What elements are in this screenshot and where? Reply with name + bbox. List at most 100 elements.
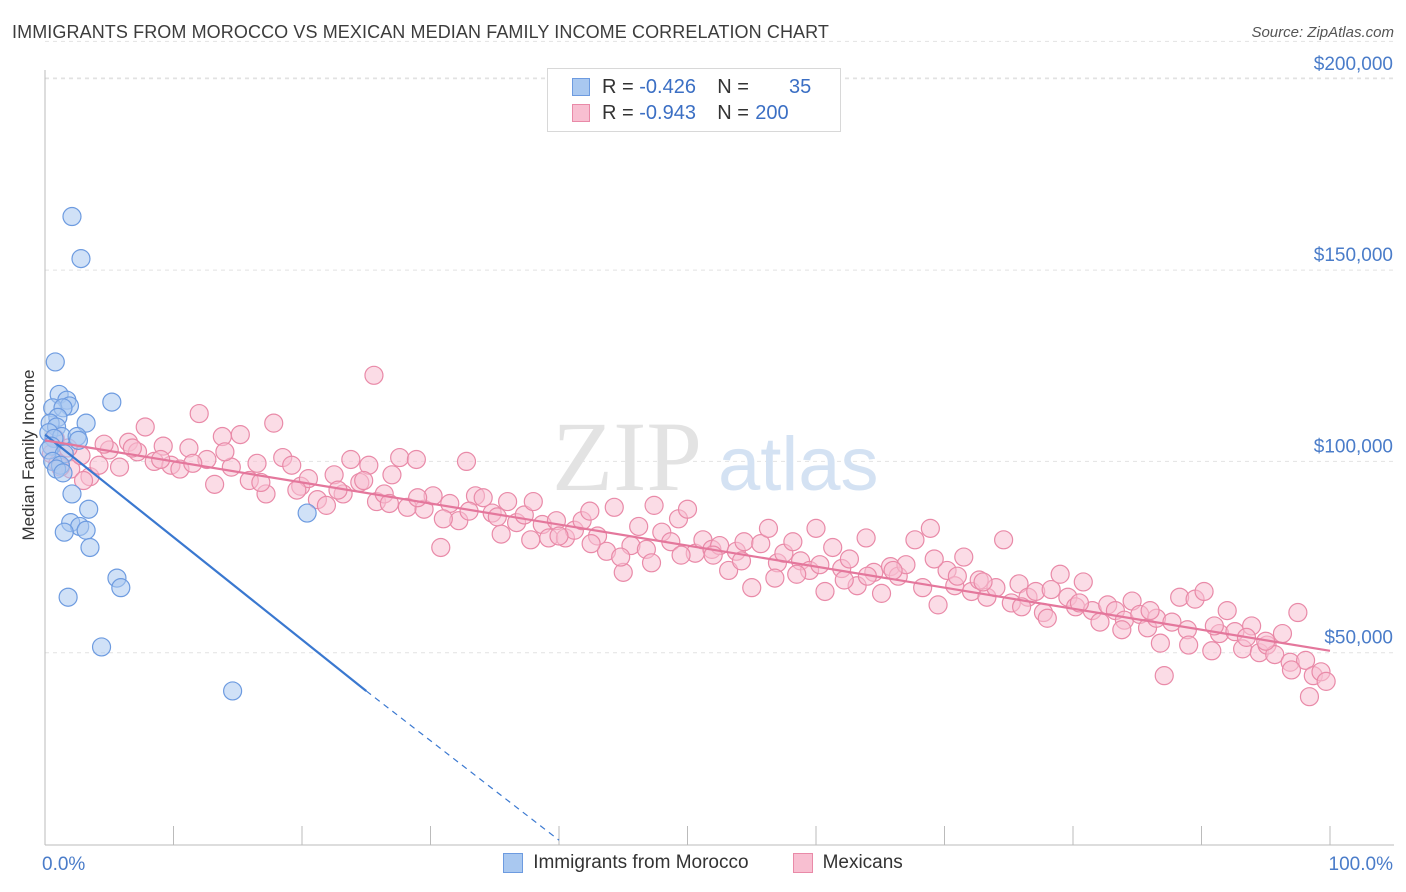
mexicans-point [1281, 660, 1302, 680]
mexicans-point [498, 491, 518, 512]
mexicans-point [487, 507, 507, 527]
mexicans-point [1069, 593, 1090, 613]
y-tick-label: $50,000 [1324, 628, 1393, 649]
mexicans-point [89, 455, 109, 475]
mexicans-point [189, 403, 209, 424]
mexicans-point [523, 491, 543, 512]
mexicans-point [671, 545, 691, 565]
mexicans-point [1112, 620, 1132, 640]
morocco-point [297, 503, 317, 523]
mexicans-point [994, 530, 1014, 550]
mexicans-point [473, 488, 493, 508]
morocco-point [71, 249, 91, 269]
morocco-point [80, 537, 100, 558]
mexicans-point [954, 547, 974, 567]
mexicans-point [1299, 687, 1320, 707]
y-tick-label: $100,000 [1314, 436, 1393, 457]
mexicans-point [382, 465, 402, 485]
mexicans-point [742, 578, 762, 598]
mexicans-point [731, 551, 752, 571]
mexicans-point [1194, 581, 1214, 602]
mexicans-point [629, 516, 649, 537]
mexicans-point [947, 566, 967, 586]
mexicans-point [1073, 572, 1093, 592]
x-tick-label: 100.0% [1329, 854, 1394, 875]
mexicans-point [354, 470, 374, 491]
legend-n-label: N = [717, 101, 749, 124]
y-axis-label: Median Family Income [19, 369, 38, 540]
mexicans-point [834, 570, 854, 590]
mexicans-point [135, 417, 155, 437]
legend-swatch-mexicans [792, 853, 813, 873]
mexicans-point [928, 595, 948, 615]
mexicans-point [905, 530, 925, 550]
mexicans-point [316, 495, 337, 515]
legend-r-value: -0.943 [639, 101, 696, 124]
mexicans-point [364, 365, 384, 385]
mexicans-point [549, 526, 569, 546]
series-legend: Immigrants from Morocco Mexicans [0, 852, 1406, 874]
morocco-point [45, 352, 65, 372]
legend-label-morocco: Immigrants from Morocco [533, 852, 749, 873]
mexicans-point [1009, 574, 1029, 594]
mexicans-point [406, 449, 426, 470]
mexicans-point [491, 524, 511, 544]
source-label[interactable]: Source: ZipAtlas.com [1251, 24, 1394, 41]
legend-swatch-morocco [503, 853, 524, 873]
watermark-zip: ZIP [552, 401, 702, 512]
y-tick-labels: $50,000 $100,000 $150,000 $200,000 [1314, 54, 1393, 649]
mexicans-point [122, 438, 142, 458]
mexicans-point [924, 549, 944, 569]
mexicans-point [341, 449, 361, 470]
legend-swatch-mexicans [572, 104, 590, 122]
legend-item-morocco[interactable]: Immigrants from Morocco [503, 852, 749, 874]
mexicans-point [920, 518, 940, 538]
morocco-point [76, 520, 96, 540]
legend-label-mexicans: Mexicans [822, 852, 903, 873]
morocco-point [76, 413, 96, 433]
legend-row-mexicans: R = -0.943 N = 200 [572, 100, 795, 126]
mexicans-point [1041, 579, 1061, 600]
x-tick-label: 0.0% [42, 854, 85, 875]
legend-r-label: R = [602, 101, 634, 124]
mexicans-point [734, 532, 754, 552]
mexicans-point [815, 581, 835, 602]
mexicans-point [1217, 601, 1237, 621]
morocco-point [53, 463, 73, 483]
data-points [39, 206, 1336, 707]
mexicans-point [580, 501, 600, 521]
morocco-point [223, 681, 243, 701]
legend-swatch-morocco [572, 78, 590, 96]
mexicans-point [521, 530, 541, 550]
mexicans-point [611, 547, 631, 567]
legend-item-mexicans[interactable]: Mexicans [792, 852, 903, 874]
mexicans-point [431, 537, 451, 558]
mexicans-point [758, 518, 779, 538]
morocco-trend-extension [365, 690, 560, 841]
mexicans-point [581, 534, 601, 554]
mexicans-point [205, 474, 225, 494]
mexicans-point [783, 532, 803, 552]
mexicans-point [1295, 650, 1316, 670]
mexicans-point [247, 453, 267, 473]
legend-row-morocco: R = -0.426 N = 35 [572, 74, 811, 100]
mexicans-point [287, 480, 307, 500]
trend-lines [44, 433, 1331, 841]
mexicans-point [787, 564, 807, 584]
morocco-point [62, 206, 82, 227]
mexicans-point [1150, 633, 1170, 653]
morocco-trend-line [44, 433, 367, 692]
legend-r-value: -0.426 [639, 75, 696, 98]
mexicans-point [1316, 671, 1336, 691]
mexicans-point [390, 447, 410, 468]
mexicans-point [456, 451, 477, 471]
mexicans-point [641, 553, 662, 573]
mexicans-point [1154, 666, 1174, 686]
mexicans-point [1265, 645, 1285, 665]
mexicans-point [1011, 597, 1032, 617]
mexicans-point [644, 495, 664, 515]
mexicans-point [1272, 623, 1293, 644]
mexicans-point [251, 472, 271, 493]
mexicans-point [913, 578, 933, 598]
morocco-point [102, 392, 122, 412]
